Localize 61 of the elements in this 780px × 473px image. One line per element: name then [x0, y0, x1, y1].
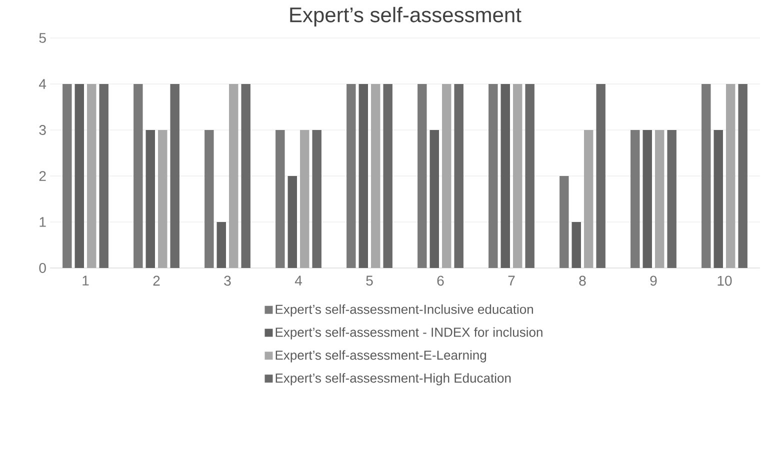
bar [204, 130, 214, 268]
bar [418, 84, 427, 268]
x-tick-label: 4 [294, 276, 302, 286]
x-tick-label: 5 [366, 276, 373, 286]
bar [74, 84, 84, 268]
bar [454, 84, 464, 268]
bar [358, 84, 368, 268]
bar [442, 84, 452, 268]
bar [430, 130, 439, 268]
x-tick-label: 8 [579, 276, 586, 286]
bar [170, 84, 180, 268]
bar [383, 84, 392, 268]
bar [654, 130, 664, 268]
bar [229, 84, 238, 268]
bar [146, 130, 156, 268]
bar [371, 84, 380, 268]
bar [702, 84, 711, 268]
y-tick-label: 3 [39, 125, 46, 135]
x-tick-label: 1 [82, 276, 89, 286]
bar [346, 84, 356, 268]
bar [584, 130, 594, 268]
bar [62, 84, 72, 268]
x-tick-label: 3 [224, 276, 231, 286]
bar [572, 222, 581, 268]
x-tick-label: 2 [153, 276, 160, 286]
legend-label: Expert’s self-assessment-High Education [276, 373, 511, 386]
chart-title: Expert’s self-assessment [290, 6, 522, 26]
y-tick-label: 1 [40, 217, 46, 227]
bar [134, 84, 143, 268]
bar [560, 176, 569, 268]
x-tick-label: 9 [650, 276, 657, 286]
y-tick-label: 0 [39, 263, 46, 273]
bar [642, 130, 652, 268]
y-tick-label: 4 [39, 79, 46, 89]
bar [630, 130, 640, 268]
x-tick-label: 10 [718, 276, 732, 286]
y-tick-label: 5 [39, 33, 46, 43]
bar [312, 130, 322, 268]
legend-label: Expert’s self-assessment - INDEX for inclusion [276, 327, 542, 340]
bar [500, 84, 510, 268]
bar [87, 84, 96, 268]
bar [158, 130, 168, 268]
bar [596, 84, 606, 268]
bar [276, 130, 285, 268]
bar [216, 222, 226, 268]
bar [488, 84, 498, 268]
bar [667, 130, 676, 268]
legend-label: Expert’s self-assessment-Inclusive education [276, 304, 534, 317]
bar [288, 176, 297, 268]
x-tick-label: 6 [437, 276, 444, 286]
x-tick-label: 7 [508, 276, 515, 286]
y-tick-label: 2 [39, 171, 46, 181]
legend-label: Expert’s self-assessment-E-Learning [276, 350, 486, 362]
bar [738, 84, 748, 268]
bar [300, 130, 310, 268]
bar [99, 84, 108, 268]
bar [512, 84, 522, 268]
bar [726, 84, 736, 268]
bar [525, 84, 534, 268]
bar [241, 84, 250, 268]
bar [714, 130, 723, 268]
